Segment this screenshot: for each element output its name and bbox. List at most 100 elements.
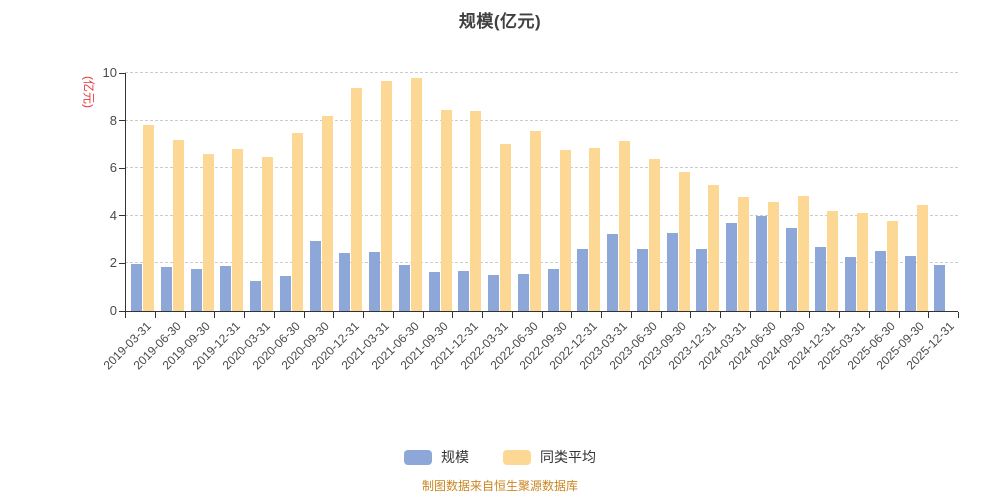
x-axis-tick [125, 312, 126, 318]
bar-peer-average-2021-06-30[interactable] [410, 77, 422, 311]
legend-item-scale[interactable]: 规模 [404, 447, 469, 467]
x-axis-tick [363, 312, 364, 318]
chart-title: 规模(亿元) [458, 12, 542, 31]
bar-peer-average-2021-03-31[interactable] [381, 81, 393, 311]
legend-swatch-peer-average-icon [503, 449, 531, 465]
bar-peer-average-2025-03-31[interactable] [857, 213, 869, 311]
bar-scale-2023-03-31[interactable] [607, 234, 619, 311]
bar-peer-average-2022-06-30[interactable] [529, 131, 541, 311]
bar-peer-average-2019-12-31[interactable] [232, 149, 244, 311]
x-axis-tick [720, 312, 721, 318]
bar-peer-average-2023-09-30[interactable] [678, 171, 690, 311]
bar-peer-average-2019-06-30[interactable] [172, 139, 184, 311]
bar-scale-2022-06-30[interactable] [517, 273, 529, 311]
bar-peer-average-2020-06-30[interactable] [291, 132, 303, 311]
legend-swatch-scale-icon [404, 449, 432, 465]
bar-scale-2023-12-31[interactable] [696, 248, 708, 311]
bar-peer-average-2022-12-31[interactable] [589, 147, 601, 311]
x-axis-tick [452, 312, 454, 318]
bar-scale-2023-09-30[interactable] [666, 232, 678, 311]
x-axis-tick [630, 312, 632, 318]
bar-scale-2021-06-30[interactable] [398, 264, 410, 311]
bar-scale-2019-09-30[interactable] [190, 269, 202, 311]
x-axis-tick [898, 312, 900, 318]
bar-scale-2025-12-31[interactable] [934, 264, 946, 311]
bar-scale-2025-06-30[interactable] [874, 251, 886, 311]
x-axis-tick [184, 312, 186, 318]
bar-peer-average-2024-06-30[interactable] [767, 201, 779, 311]
bar-scale-2024-06-30[interactable] [755, 215, 767, 311]
bar-peer-average-2023-06-30[interactable] [648, 158, 660, 311]
x-axis-tick [928, 312, 930, 318]
x-axis-tick [571, 312, 573, 318]
bar-scale-2019-03-31[interactable] [131, 264, 143, 311]
y-axis-tick-label: 4 [109, 207, 117, 223]
x-axis-tick [511, 312, 513, 318]
bar-peer-average-2025-09-30[interactable] [916, 205, 928, 311]
x-axis-tick [809, 312, 811, 318]
bar-peer-average-2019-09-30[interactable] [202, 153, 214, 311]
gridline-y-6 [125, 167, 958, 169]
bar-scale-2022-09-30[interactable] [547, 268, 559, 311]
bar-peer-average-2023-12-31[interactable] [708, 184, 720, 311]
bar-scale-2025-09-30[interactable] [904, 256, 916, 311]
bar-peer-average-2022-03-31[interactable] [500, 143, 512, 311]
y-axis-tick [119, 262, 125, 264]
y-axis-tick [119, 120, 125, 122]
bar-peer-average-2022-09-30[interactable] [559, 150, 571, 311]
bar-peer-average-2021-09-30[interactable] [440, 109, 452, 311]
bar-peer-average-2021-12-31[interactable] [470, 111, 482, 311]
bar-scale-2020-06-30[interactable] [279, 275, 291, 311]
x-axis-tick [601, 312, 602, 318]
bar-peer-average-2019-03-31[interactable] [143, 125, 155, 311]
gridline-y-10 [125, 72, 958, 73]
x-axis-tick [422, 312, 424, 318]
bar-scale-2021-03-31[interactable] [369, 252, 381, 311]
x-axis-tick [303, 312, 305, 318]
bar-scale-2020-09-30[interactable] [309, 241, 321, 311]
gridline-y-8 [125, 119, 958, 121]
x-axis-tick [154, 312, 156, 318]
y-axis-tick [119, 215, 125, 217]
x-axis-tick [690, 312, 692, 318]
x-axis-line [125, 311, 958, 312]
y-axis-tick-label: 0 [109, 303, 117, 318]
bar-scale-2024-09-30[interactable] [785, 227, 797, 311]
x-axis-tick [839, 312, 840, 318]
legend-label-peer-average: 同类平均 [540, 449, 596, 465]
x-axis-tick [868, 312, 870, 318]
bar-scale-2020-03-31[interactable] [250, 280, 262, 311]
y-axis-tick-label: 2 [109, 255, 117, 271]
bar-scale-2021-09-30[interactable] [428, 271, 440, 311]
bar-scale-2021-12-31[interactable] [458, 271, 470, 311]
bar-scale-2023-06-30[interactable] [636, 249, 648, 311]
bar-scale-2019-06-30[interactable] [160, 267, 172, 311]
y-axis-tick [119, 310, 125, 312]
bar-scale-2024-03-31[interactable] [726, 222, 738, 311]
bar-peer-average-2020-09-30[interactable] [321, 115, 333, 311]
y-axis-tick-label: 10 [102, 65, 117, 80]
bar-peer-average-2024-09-30[interactable] [797, 195, 809, 311]
y-axis-tick [119, 72, 125, 74]
x-axis-tick [482, 312, 483, 318]
legend-label-scale: 规模 [441, 449, 469, 465]
bar-peer-average-2024-03-31[interactable] [738, 196, 750, 311]
bar-peer-average-2020-12-31[interactable] [351, 88, 363, 311]
bar-scale-2019-12-31[interactable] [220, 265, 232, 311]
gridline-y-4 [125, 214, 958, 216]
bar-peer-average-2024-12-31[interactable] [827, 210, 839, 311]
legend-item-peer-average[interactable]: 同类平均 [503, 447, 596, 467]
x-axis-tick [244, 312, 245, 318]
bar-scale-2022-03-31[interactable] [488, 274, 500, 311]
x-axis-tick [749, 312, 751, 318]
bar-scale-2024-12-31[interactable] [815, 246, 827, 311]
x-axis-tick [779, 312, 781, 318]
bar-scale-2020-12-31[interactable] [339, 252, 351, 311]
bar-peer-average-2023-03-31[interactable] [619, 140, 631, 311]
bar-peer-average-2020-03-31[interactable] [262, 157, 274, 311]
bar-scale-2022-12-31[interactable] [577, 248, 589, 311]
x-axis-tick [392, 312, 394, 318]
bar-scale-2025-03-31[interactable] [845, 256, 857, 311]
bar-peer-average-2025-06-30[interactable] [886, 220, 898, 311]
y-axis-line [125, 73, 126, 311]
